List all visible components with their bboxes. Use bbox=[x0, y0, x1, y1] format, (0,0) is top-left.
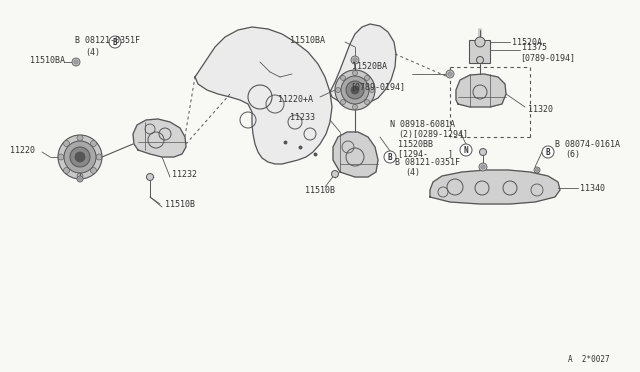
Text: 11510B: 11510B bbox=[165, 200, 195, 209]
Circle shape bbox=[351, 86, 359, 94]
Circle shape bbox=[346, 81, 364, 99]
Text: 11510BA: 11510BA bbox=[290, 35, 325, 45]
Text: (4): (4) bbox=[85, 48, 100, 57]
Polygon shape bbox=[195, 27, 332, 164]
Circle shape bbox=[90, 167, 97, 173]
Circle shape bbox=[353, 71, 358, 76]
Circle shape bbox=[63, 141, 70, 147]
Polygon shape bbox=[456, 74, 506, 107]
Text: 11375: 11375 bbox=[522, 42, 547, 51]
Text: B: B bbox=[388, 153, 392, 161]
Circle shape bbox=[341, 76, 369, 104]
Text: (2)[0289-1294]: (2)[0289-1294] bbox=[398, 129, 468, 138]
Text: N: N bbox=[464, 145, 468, 154]
Text: [0789-0194]: [0789-0194] bbox=[350, 82, 405, 91]
Circle shape bbox=[90, 141, 97, 147]
Text: 11233: 11233 bbox=[290, 112, 315, 122]
Text: B 08121-0351F: B 08121-0351F bbox=[395, 157, 460, 167]
Text: [0789-0194]: [0789-0194] bbox=[520, 54, 575, 62]
Circle shape bbox=[479, 148, 486, 155]
Circle shape bbox=[75, 152, 85, 162]
Circle shape bbox=[365, 100, 369, 105]
Text: 11520BA: 11520BA bbox=[352, 62, 387, 71]
Circle shape bbox=[384, 151, 396, 163]
Circle shape bbox=[78, 177, 82, 181]
Circle shape bbox=[353, 58, 357, 62]
Circle shape bbox=[58, 135, 102, 179]
FancyBboxPatch shape bbox=[470, 39, 490, 62]
Circle shape bbox=[58, 154, 64, 160]
Circle shape bbox=[340, 100, 346, 105]
Text: 11232: 11232 bbox=[172, 170, 197, 179]
Circle shape bbox=[481, 165, 485, 169]
Text: B 08121-0351F: B 08121-0351F bbox=[75, 35, 140, 45]
Circle shape bbox=[77, 135, 83, 141]
Circle shape bbox=[72, 58, 80, 66]
Text: 11520BB: 11520BB bbox=[398, 140, 433, 148]
Circle shape bbox=[353, 105, 358, 109]
Text: A  2*0027: A 2*0027 bbox=[568, 355, 610, 364]
Text: 11220+A: 11220+A bbox=[278, 94, 313, 103]
Polygon shape bbox=[430, 170, 560, 204]
Circle shape bbox=[335, 70, 375, 110]
Text: (6): (6) bbox=[565, 150, 580, 158]
Circle shape bbox=[63, 167, 70, 173]
Polygon shape bbox=[333, 132, 378, 177]
Circle shape bbox=[109, 36, 121, 48]
Circle shape bbox=[64, 141, 96, 173]
Text: N 08918-6081A: N 08918-6081A bbox=[390, 119, 455, 128]
Circle shape bbox=[147, 173, 154, 180]
Circle shape bbox=[446, 70, 454, 78]
Circle shape bbox=[448, 72, 452, 76]
Polygon shape bbox=[330, 24, 396, 104]
Circle shape bbox=[74, 60, 78, 64]
Circle shape bbox=[475, 37, 485, 47]
Text: 11220: 11220 bbox=[10, 145, 35, 154]
Circle shape bbox=[340, 76, 346, 80]
Circle shape bbox=[77, 176, 83, 182]
Circle shape bbox=[96, 154, 102, 160]
Polygon shape bbox=[133, 119, 186, 157]
Text: 11510BA: 11510BA bbox=[30, 55, 65, 64]
Circle shape bbox=[534, 167, 540, 173]
Circle shape bbox=[351, 56, 359, 64]
Text: B 08074-0161A: B 08074-0161A bbox=[555, 140, 620, 148]
Circle shape bbox=[70, 147, 90, 167]
Circle shape bbox=[335, 87, 340, 93]
Text: B: B bbox=[113, 38, 117, 46]
Circle shape bbox=[460, 144, 472, 156]
Circle shape bbox=[332, 170, 339, 177]
Circle shape bbox=[479, 163, 487, 171]
Text: 11340: 11340 bbox=[580, 183, 605, 192]
Text: (4): (4) bbox=[405, 167, 420, 176]
Text: 11320: 11320 bbox=[528, 105, 553, 113]
Circle shape bbox=[365, 76, 369, 80]
Text: 11520A: 11520A bbox=[512, 38, 542, 46]
Text: B: B bbox=[546, 148, 550, 157]
Circle shape bbox=[535, 169, 539, 171]
Circle shape bbox=[369, 87, 374, 93]
Circle shape bbox=[542, 146, 554, 158]
Text: [1294-    ]: [1294- ] bbox=[398, 150, 453, 158]
Text: 11510B: 11510B bbox=[305, 186, 335, 195]
Circle shape bbox=[477, 57, 483, 64]
Circle shape bbox=[77, 173, 83, 179]
